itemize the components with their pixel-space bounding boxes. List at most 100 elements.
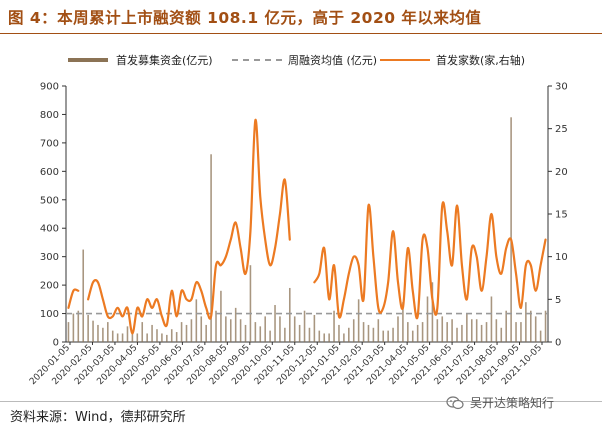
y-right-tick-label: 20 (555, 167, 568, 178)
bar (323, 333, 326, 342)
legend-label-bars: 首发募集资金(亿元) (116, 54, 213, 67)
y-left-tick-label: 0 (53, 338, 59, 349)
bar (254, 322, 257, 342)
bar (510, 117, 512, 343)
bar (92, 320, 94, 342)
bar (352, 319, 355, 342)
bar (284, 327, 286, 342)
bar (382, 330, 385, 342)
bar (397, 316, 399, 342)
legend-item-bars: 首发募集资金(亿元) (68, 52, 213, 68)
bar (200, 316, 203, 342)
bar (348, 327, 350, 342)
bar (215, 310, 217, 342)
bar (136, 333, 139, 342)
bar (475, 319, 478, 342)
figure-title: 图 4：本周累计上市融资额 108.1 亿元，高于 2020 年以来均值 (8, 9, 482, 27)
bar (185, 324, 188, 342)
bar (166, 334, 168, 342)
bar (372, 327, 375, 342)
bar (210, 154, 212, 342)
bar (500, 327, 503, 342)
bar (525, 302, 527, 342)
bar (146, 333, 148, 342)
figure-title-bar: 图 4：本周累计上市融资额 108.1 亿元，高于 2020 年以来均值 (0, 0, 602, 36)
y-left-tick-label: 700 (40, 138, 59, 149)
bar (151, 324, 153, 342)
bar (82, 249, 85, 342)
bar (97, 324, 99, 342)
bar (170, 329, 173, 342)
bar (451, 319, 453, 342)
bar (298, 324, 301, 342)
y-right-tick-label: 10 (555, 252, 568, 263)
bar (102, 327, 104, 342)
y-left-tick-label: 300 (40, 252, 59, 263)
bar (421, 322, 424, 342)
bar (426, 296, 429, 342)
legend-swatch-average (232, 59, 282, 61)
bar (195, 299, 198, 342)
legend-swatch-line (380, 59, 430, 61)
bar (234, 307, 237, 342)
y-left-tick-label: 200 (40, 281, 59, 292)
bar (318, 330, 321, 342)
legend-swatch-bars (68, 58, 108, 62)
bar (205, 324, 207, 342)
y-left-tick-label: 400 (40, 224, 59, 235)
legend-item-line: 首发家数(家,右轴) (380, 52, 525, 68)
legend-label-average: 周融资均值 (亿元) (288, 54, 378, 67)
y-left-tick-label: 100 (40, 309, 59, 320)
bar (402, 302, 404, 342)
bar (466, 313, 468, 342)
bar (539, 330, 542, 342)
bar (436, 319, 439, 342)
bar (107, 322, 109, 342)
y-right-tick-label: 0 (555, 338, 561, 349)
bar (259, 326, 262, 342)
bar (520, 322, 522, 342)
bar (67, 322, 70, 342)
bar (544, 310, 547, 342)
bar (239, 319, 242, 342)
watermark: 吴开达策略知行 (446, 394, 554, 411)
series-line-ipo-count (67, 288, 80, 309)
bar (333, 310, 335, 342)
bar (156, 329, 158, 342)
bar (175, 332, 178, 342)
bar (244, 324, 247, 342)
bar (225, 316, 227, 342)
bar (456, 327, 458, 342)
bar (505, 310, 507, 342)
bar (72, 313, 75, 342)
bar (121, 333, 124, 342)
bar (279, 316, 281, 342)
bar (407, 322, 409, 342)
bar (480, 324, 483, 342)
wechat-icon (446, 395, 464, 409)
bar (446, 322, 448, 342)
bar (377, 319, 380, 342)
title-divider (0, 33, 602, 34)
bar (367, 324, 370, 342)
bar (141, 322, 144, 342)
bar (87, 314, 89, 342)
bar (357, 299, 360, 342)
bar (274, 305, 276, 342)
series-line-ipo-count (313, 201, 547, 320)
bar (461, 324, 463, 342)
y-left-tick-label: 800 (40, 110, 59, 121)
bar (180, 322, 183, 342)
bar (293, 316, 296, 342)
y-left-tick-label: 600 (40, 167, 59, 178)
bar (77, 310, 80, 342)
y-left-tick-label: 900 (40, 82, 59, 93)
bar (515, 322, 517, 342)
bar (338, 324, 340, 342)
bar (485, 322, 488, 342)
bar (308, 327, 311, 342)
bar (387, 330, 389, 342)
bar (470, 319, 473, 342)
bar (264, 316, 266, 342)
y-right-tick-label: 15 (555, 210, 568, 221)
